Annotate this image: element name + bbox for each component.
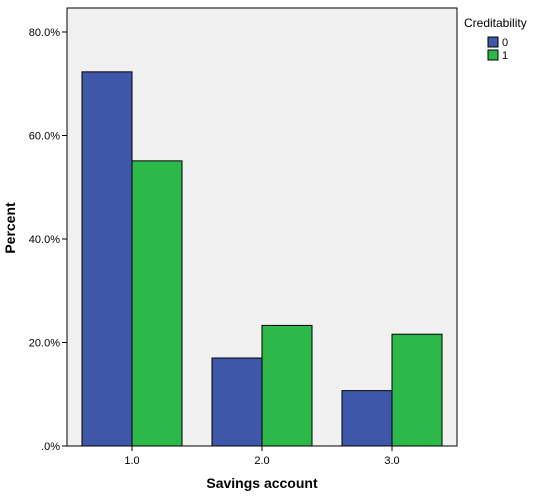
legend-label-0: 0 — [502, 37, 508, 49]
legend-title: Creditability — [464, 16, 527, 30]
bar-3.0-series-1 — [391, 333, 443, 447]
y-tick-label: 60.0% — [29, 131, 60, 143]
bar-1.0-series-1 — [131, 160, 183, 447]
bar-3.0-series-0 — [341, 390, 393, 447]
x-tick-label: 2.0 — [254, 455, 269, 467]
x-axis: 1.0 2.0 3.0 — [124, 446, 400, 467]
y-tick-label: 80.0% — [29, 27, 60, 39]
legend: Creditability 01 — [464, 16, 527, 62]
legend-swatch-1 — [487, 49, 499, 61]
y-tick-label: 40.0% — [29, 234, 60, 246]
y-axis: .0% 20.0% 40.0% 60.0% 80.0% — [29, 27, 67, 453]
legend-label-1: 1 — [502, 50, 508, 62]
x-tick-label: 3.0 — [384, 455, 399, 467]
y-tick-label: 20.0% — [29, 338, 60, 350]
x-axis-title: Savings account — [206, 475, 318, 491]
bars-group — [81, 71, 443, 447]
legend-swatch-0 — [487, 36, 499, 48]
bar-1.0-series-0 — [81, 71, 133, 447]
bar-2.0-series-0 — [211, 357, 263, 447]
legend-items: 01 — [487, 36, 508, 62]
x-tick-label: 1.0 — [124, 455, 139, 467]
y-tick-label: .0% — [41, 441, 60, 453]
bar-2.0-series-1 — [261, 324, 313, 447]
y-axis-title: Percent — [2, 202, 18, 254]
